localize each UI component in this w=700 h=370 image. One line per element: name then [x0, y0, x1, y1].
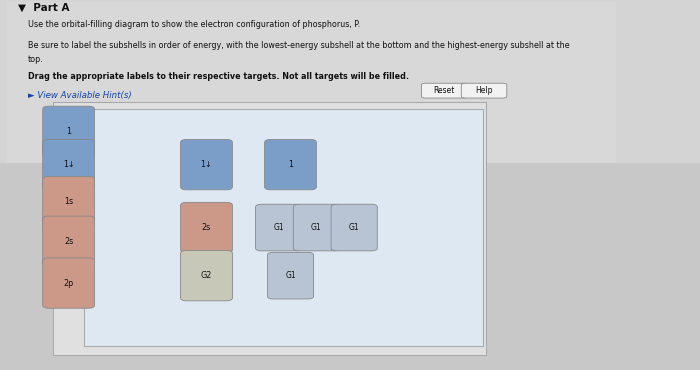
Text: G1: G1 — [273, 223, 284, 232]
Text: 1↓: 1↓ — [63, 160, 74, 169]
Text: G1: G1 — [311, 223, 322, 232]
Text: 2p: 2p — [64, 279, 74, 287]
Text: 1: 1 — [288, 160, 293, 169]
Text: ▼  Part A: ▼ Part A — [18, 3, 69, 13]
FancyBboxPatch shape — [7, 2, 616, 163]
Text: Be sure to label the subshells in order of energy, with the lowest-energy subshe: Be sure to label the subshells in order … — [28, 41, 570, 50]
Text: Use the orbital-filling diagram to show the electron configuration of phosphorus: Use the orbital-filling diagram to show … — [28, 20, 360, 29]
FancyBboxPatch shape — [84, 109, 483, 346]
Text: 1: 1 — [66, 127, 71, 136]
FancyBboxPatch shape — [265, 139, 316, 190]
FancyBboxPatch shape — [0, 0, 700, 163]
FancyBboxPatch shape — [267, 252, 314, 299]
Text: ► View Available Hint(s): ► View Available Hint(s) — [28, 91, 132, 100]
Text: 1↓: 1↓ — [201, 160, 212, 169]
Text: top.: top. — [28, 56, 43, 64]
Text: Reset: Reset — [433, 86, 455, 95]
Text: Drag the appropriate labels to their respective targets. Not all targets will be: Drag the appropriate labels to their res… — [28, 72, 409, 81]
FancyBboxPatch shape — [461, 83, 507, 98]
Text: Help: Help — [475, 86, 493, 95]
FancyBboxPatch shape — [52, 102, 486, 355]
FancyBboxPatch shape — [181, 202, 232, 253]
FancyBboxPatch shape — [43, 216, 94, 266]
Text: G2: G2 — [201, 271, 212, 280]
FancyBboxPatch shape — [43, 258, 94, 308]
FancyBboxPatch shape — [181, 250, 232, 301]
FancyBboxPatch shape — [181, 139, 232, 190]
Text: G1: G1 — [285, 271, 296, 280]
Text: 2s: 2s — [202, 223, 211, 232]
FancyBboxPatch shape — [421, 83, 467, 98]
FancyBboxPatch shape — [43, 106, 94, 157]
Text: G1: G1 — [349, 223, 360, 232]
Text: 2s: 2s — [64, 237, 74, 246]
FancyBboxPatch shape — [331, 204, 377, 251]
FancyBboxPatch shape — [43, 139, 94, 190]
FancyBboxPatch shape — [43, 176, 94, 227]
Text: 1s: 1s — [64, 197, 74, 206]
FancyBboxPatch shape — [293, 204, 340, 251]
FancyBboxPatch shape — [256, 204, 302, 251]
